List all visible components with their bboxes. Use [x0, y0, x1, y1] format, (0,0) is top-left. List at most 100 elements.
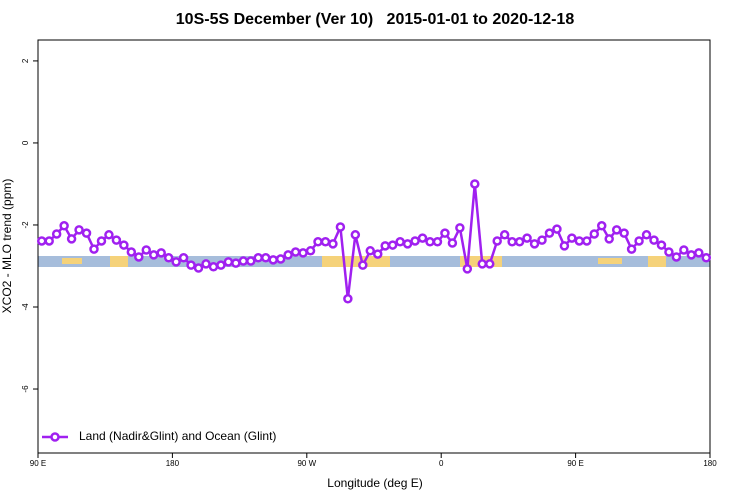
data-point	[74, 225, 84, 235]
data-point	[492, 236, 502, 246]
data-point	[260, 253, 271, 263]
data-point	[484, 259, 495, 269]
data-point	[36, 236, 47, 246]
data-point	[328, 239, 338, 249]
plot-frame	[37, 39, 711, 454]
data-point	[589, 229, 600, 239]
data-point	[134, 252, 144, 262]
data-point	[298, 248, 308, 258]
y-tick-label: 0	[21, 140, 30, 145]
data-point	[410, 236, 420, 246]
data-point	[701, 253, 712, 263]
data-point	[283, 250, 293, 260]
data-point	[417, 233, 428, 243]
data-point	[156, 248, 166, 258]
data-point	[447, 238, 458, 248]
data-point	[387, 240, 398, 250]
data-point	[104, 230, 114, 240]
data-point	[171, 257, 181, 267]
data-point	[358, 260, 368, 270]
x-tick-label: 180	[703, 459, 717, 468]
data-point	[395, 237, 405, 247]
x-axis-label: Longitude (deg E)	[327, 476, 422, 490]
data-point	[694, 248, 704, 258]
data-point	[596, 221, 607, 231]
data-point	[470, 179, 480, 189]
data-point	[178, 253, 189, 263]
data-point	[582, 236, 592, 246]
y-tick-label: 2	[21, 58, 30, 63]
data-point	[626, 244, 637, 254]
data-point	[186, 260, 196, 270]
data-point	[343, 294, 353, 304]
data-point	[641, 230, 652, 240]
data-point	[462, 264, 473, 274]
data-point	[320, 237, 331, 247]
data-point	[522, 233, 532, 243]
data-point	[544, 228, 555, 238]
data-point	[163, 253, 174, 263]
data-point	[604, 234, 614, 244]
data-point	[559, 241, 570, 251]
data-point	[223, 257, 234, 267]
data-point	[193, 263, 204, 273]
chart-title: 10S-5S December (Ver 10) 2015-01-01 to 2…	[176, 11, 575, 28]
y-tick-label: -4	[21, 303, 30, 311]
data-point	[440, 228, 450, 238]
data-point	[201, 259, 211, 269]
data-point	[96, 236, 107, 246]
data-point	[372, 249, 383, 259]
data-point	[499, 230, 510, 240]
data-point	[268, 255, 278, 265]
legend-label: Land (Nadir&Glint) and Ocean (Glint)	[79, 429, 276, 443]
x-tick-label: 90 W	[297, 459, 316, 468]
data-point	[313, 237, 323, 247]
data-point	[119, 240, 129, 250]
data-point	[126, 247, 137, 257]
data-point	[514, 237, 525, 247]
data-point	[365, 246, 376, 256]
data-point	[44, 236, 54, 246]
data-point	[290, 247, 301, 257]
data-point	[208, 262, 219, 272]
data-point	[619, 228, 629, 238]
data-point	[679, 245, 689, 255]
data-point	[89, 244, 99, 254]
data-point	[66, 234, 77, 244]
data-point	[686, 250, 697, 260]
data-point	[656, 240, 667, 250]
data-point	[253, 253, 264, 263]
data-point	[537, 235, 547, 245]
data-point	[529, 239, 540, 249]
data-point	[246, 256, 256, 266]
x-tick-label: 90 E	[567, 459, 583, 468]
data-point	[567, 233, 577, 243]
data-point	[380, 241, 390, 251]
data-point	[275, 254, 286, 264]
legend-marker	[50, 432, 60, 442]
data-point	[141, 245, 152, 255]
data-point	[402, 239, 413, 249]
data-point	[238, 256, 249, 266]
data-point	[552, 224, 562, 234]
data-point	[507, 237, 517, 247]
x-tick-label: 180	[166, 459, 180, 468]
data-point	[455, 223, 465, 233]
data-point	[148, 250, 159, 260]
data-point	[671, 252, 682, 262]
y-tick-label: -6	[21, 385, 30, 393]
data-point	[611, 225, 622, 235]
data-point	[634, 236, 644, 246]
data-point	[664, 247, 674, 257]
y-tick-label: -2	[21, 221, 30, 229]
data-point	[305, 246, 316, 256]
data-point	[59, 221, 69, 231]
data-point	[350, 230, 361, 240]
data-point	[649, 235, 659, 245]
data-point	[51, 229, 62, 239]
data-point	[335, 222, 346, 232]
data-point	[81, 228, 92, 238]
data-point	[574, 236, 585, 246]
data-point	[425, 237, 435, 247]
